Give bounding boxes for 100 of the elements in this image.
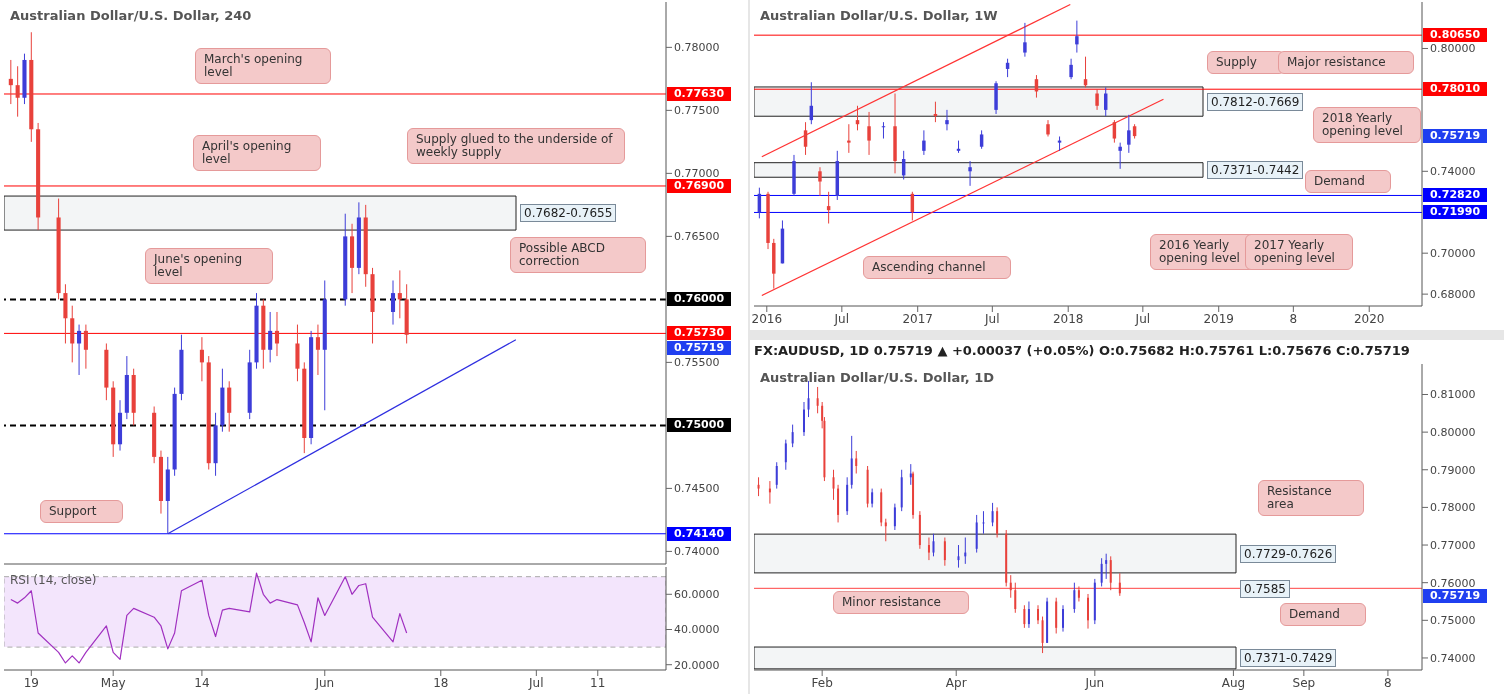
y-tick-label: 0.68000 xyxy=(1430,288,1476,302)
x-tick-label: 2018 xyxy=(1052,311,1084,326)
candlestick xyxy=(1009,574,1012,599)
ref-line-label: 0.71990 xyxy=(1423,205,1487,220)
candlestick xyxy=(991,502,994,527)
candlestick xyxy=(1062,604,1065,633)
candlestick xyxy=(1075,20,1079,54)
ref-line-label: 0.7585 xyxy=(1240,580,1290,599)
candlestick xyxy=(884,518,887,542)
x-tick-label: 8 xyxy=(1384,675,1392,690)
x-tick-label: Jul xyxy=(984,311,1000,326)
x-tick-label: 19 xyxy=(23,675,39,690)
x-tick-label: Feb xyxy=(811,675,833,690)
x-tick-label: Jul xyxy=(1134,311,1151,326)
y-tick-label: 0.78000 xyxy=(1430,501,1476,515)
y-tick-label: 40.0000 xyxy=(674,623,720,637)
callout-bubble: Possible ABCD correction xyxy=(510,237,646,273)
text: Australian Dollar/U.S. Dollar, 240 xyxy=(10,8,252,23)
y-tick-label: 0.80000 xyxy=(1430,42,1476,56)
callout-bubble: Support xyxy=(40,500,123,523)
callout-bubble: Demand xyxy=(1305,170,1391,193)
candlestick xyxy=(1095,88,1099,111)
candlestick xyxy=(871,488,874,508)
callout-bubble: June's opening level xyxy=(145,248,273,284)
candlestick xyxy=(8,59,13,105)
candlestick xyxy=(315,324,320,376)
candlestick xyxy=(83,324,88,370)
candlestick xyxy=(807,380,810,418)
x-tick-label: 2017 xyxy=(902,311,933,326)
x-tick-label: Jun xyxy=(1084,675,1105,690)
ref-line-label: 0.78010 xyxy=(1423,82,1487,97)
y-tick-label: 0.79000 xyxy=(1430,463,1476,477)
y-tick-label: 60.0000 xyxy=(674,588,720,602)
text: 0.75719 xyxy=(1423,129,1487,144)
ref-line-label: 0.76900 xyxy=(667,179,731,194)
y-tick-label: 0.77500 xyxy=(674,104,720,118)
y-tick-label: 0.74000 xyxy=(1430,165,1476,179)
candlestick xyxy=(268,311,273,363)
x-tick-label: 2016 xyxy=(751,311,783,326)
ref-line-label: 0.72820 xyxy=(1423,188,1487,203)
candlestick xyxy=(1127,114,1131,154)
callout-bubble: Minor resistance xyxy=(833,591,969,614)
candlestick xyxy=(784,439,787,471)
y-tick-label: 0.74500 xyxy=(674,482,720,496)
candlestick xyxy=(802,401,805,437)
x-tick-label: Sep xyxy=(1292,675,1316,690)
candlestick xyxy=(1105,553,1108,580)
x-tick-label: 2019 xyxy=(1203,311,1234,326)
candlestick xyxy=(1014,582,1017,614)
x-tick-label: 11 xyxy=(590,675,606,690)
candlestick xyxy=(881,121,886,140)
x-tick-label: Jun xyxy=(314,675,335,690)
ref-line-label: 0.75730 xyxy=(667,326,731,341)
candlestick xyxy=(757,476,760,497)
y-tick-label: 0.76500 xyxy=(674,230,720,244)
candlestick xyxy=(274,311,280,357)
candlestick xyxy=(816,386,819,414)
x-tick-label: Jul xyxy=(833,311,850,326)
candlestick xyxy=(957,544,960,569)
candlestick xyxy=(1109,555,1112,591)
y-tick-label: 0.75500 xyxy=(674,356,720,370)
candlestick xyxy=(1023,22,1027,58)
candlestick xyxy=(927,537,930,561)
callout-bubble: Major resistance xyxy=(1278,51,1414,74)
candlestick xyxy=(1073,582,1076,614)
band-label: 0.7729-0.7626 xyxy=(1240,544,1337,563)
callout-bubble: Resistance area xyxy=(1258,480,1364,516)
text: 0.75719 xyxy=(667,341,731,356)
candlestick xyxy=(832,469,835,501)
text: Australian Dollar/U.S. Dollar, 1W xyxy=(760,8,998,23)
text: 0.75719 xyxy=(1423,588,1487,603)
candlestick xyxy=(1077,585,1080,602)
candlestick xyxy=(996,506,999,539)
band-label: 0.7371-0.7429 xyxy=(1240,648,1337,667)
line-series xyxy=(10,572,408,664)
x-tick-label: 14 xyxy=(194,675,210,690)
callout-bubble: March's opening level xyxy=(195,48,331,84)
x-tick-label: May xyxy=(100,675,126,690)
y-tick-label: 0.78000 xyxy=(674,41,720,55)
candlestick xyxy=(922,129,926,156)
candlestick xyxy=(932,533,935,557)
y-tick-label: 0.77000 xyxy=(1430,538,1476,552)
candlestick xyxy=(199,336,204,382)
candlestick xyxy=(1118,142,1122,170)
candlestick xyxy=(979,129,984,150)
candlestick xyxy=(968,160,972,187)
candlestick xyxy=(1069,58,1073,80)
y-tick-label: 0.74000 xyxy=(1430,651,1476,665)
callout-bubble: April's opening level xyxy=(193,135,321,171)
x-tick-label: 18 xyxy=(433,675,449,690)
ref-line-label: 0.77630 xyxy=(667,86,731,101)
callout-bubble: Supply glued to the underside of weekly supply xyxy=(407,128,625,164)
y-tick-label: 20.0000 xyxy=(674,658,720,672)
candlestick xyxy=(77,324,82,376)
candlestick xyxy=(1100,557,1103,587)
candlestick xyxy=(1023,604,1026,629)
candlestick xyxy=(982,510,985,535)
callout-bubble: 2017 Yearly opening level xyxy=(1245,234,1353,270)
x-tick-label: 8 xyxy=(1289,311,1298,326)
candlestick xyxy=(1041,616,1044,654)
